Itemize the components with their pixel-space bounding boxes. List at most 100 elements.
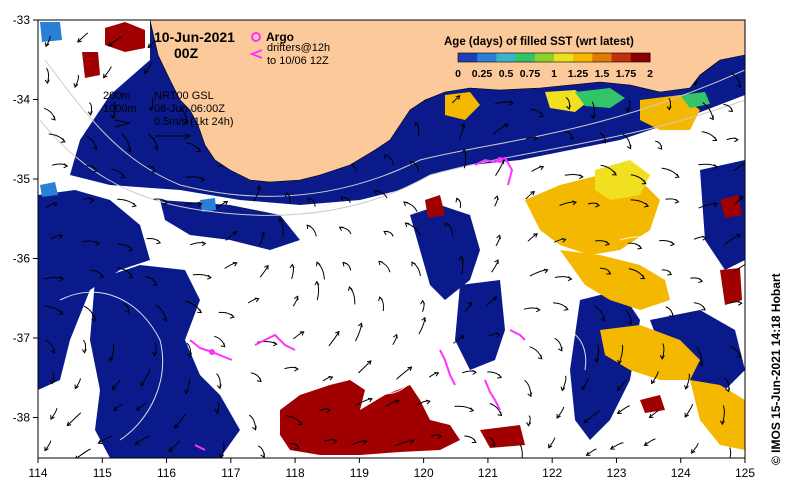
- model-time-label: 08-Jun 06:00Z: [154, 103, 225, 115]
- current-arrowhead: [338, 226, 344, 231]
- current-arrowhead: [497, 411, 503, 417]
- current-arrowhead: [75, 455, 78, 458]
- sst-age-green-regions: [575, 88, 710, 108]
- current-arrowhead: [93, 167, 98, 173]
- current-arrowhead: [147, 43, 153, 49]
- current-arrowhead: [719, 420, 725, 426]
- map-plot-area: [38, 20, 750, 464]
- current-arrowhead: [727, 460, 731, 464]
- current-arrowhead: [73, 82, 79, 88]
- current-arrowhead: [74, 384, 79, 390]
- current-arrowhead: [702, 235, 707, 241]
- current-arrowhead: [340, 196, 346, 202]
- current-arrowhead: [168, 447, 174, 453]
- current-arrow: [610, 442, 624, 450]
- drifter-legend-label-1: drifters@12h: [267, 42, 330, 54]
- current-arrowhead: [99, 273, 105, 278]
- current-arrowhead: [492, 296, 498, 301]
- x-tick-label: 117: [221, 466, 240, 480]
- current-arrowhead: [530, 190, 535, 196]
- current-arrow: [174, 414, 186, 429]
- current-arrow: [50, 408, 58, 420]
- current-arrowhead: [124, 308, 130, 314]
- current-arrowhead: [256, 377, 262, 383]
- sst-age-lightblue-regions: [40, 22, 216, 212]
- current-arrowhead: [667, 270, 673, 276]
- current-arrowhead: [503, 123, 509, 128]
- current-arrow: [661, 343, 665, 360]
- current-arrowhead: [383, 230, 389, 236]
- current-arrowhead: [746, 262, 750, 266]
- current-arrowhead: [144, 69, 149, 75]
- current-arrowhead: [601, 138, 606, 144]
- current-arrowhead: [260, 231, 265, 237]
- model-label: NRT00 GSL: [154, 90, 214, 102]
- current-arrowhead: [50, 415, 55, 420]
- current-arrowhead: [207, 274, 212, 280]
- current-arrowhead: [670, 241, 675, 247]
- current-arrowhead: [362, 439, 368, 445]
- current-arrowhead: [342, 261, 348, 267]
- current-arrow: [581, 378, 589, 390]
- current-arrowhead: [581, 385, 586, 391]
- x-tick-label: 122: [542, 466, 562, 480]
- current-arrow: [733, 162, 745, 172]
- current-arrowhead: [535, 307, 541, 313]
- current-arrowhead: [403, 201, 409, 206]
- current-arrowhead: [128, 246, 134, 252]
- colorbar-title: Age (days) of filled SST (wrt latest): [444, 36, 634, 48]
- current-arrowhead: [378, 296, 383, 302]
- current-arrowhead: [455, 197, 461, 203]
- current-arrowhead: [674, 173, 680, 178]
- current-arrowhead: [434, 372, 440, 377]
- colorbar-tick-label: 0.25: [472, 68, 493, 80]
- current-arrow: [110, 343, 115, 361]
- contour-arrow-icon: [114, 119, 131, 128]
- current-arrowhead: [174, 423, 179, 429]
- current-arrowhead: [736, 353, 742, 358]
- current-arrowhead: [527, 392, 532, 398]
- current-arrowhead: [126, 147, 131, 153]
- current-arrowhead: [91, 316, 96, 322]
- current-arrowhead: [490, 442, 496, 447]
- colorbar-ticks: 0 0.25 0.5 0.75 1 1.25 1.5 1.75 2: [455, 68, 653, 80]
- y-tick-label: -38: [13, 411, 31, 425]
- current-arrow: [168, 440, 181, 452]
- current-arrowhead: [410, 160, 415, 166]
- current-arrowhead: [612, 171, 617, 176]
- current-arrowhead: [509, 100, 514, 106]
- current-arrowhead: [87, 111, 93, 116]
- current-arrowhead: [738, 195, 744, 201]
- map-time: 00Z: [174, 45, 199, 61]
- current-arrowhead: [641, 179, 647, 185]
- current-arrowhead: [277, 217, 283, 223]
- current-arrowhead: [58, 234, 64, 239]
- current-arrowhead: [437, 433, 443, 439]
- current-arrow: [617, 379, 628, 391]
- current-arrowhead: [455, 95, 461, 100]
- x-axis: 114 115 116 117 118 119 120 121 122 123 124 125: [28, 458, 755, 480]
- current-arrowhead: [698, 361, 704, 367]
- current-arrowhead: [51, 115, 56, 121]
- current-arrowhead: [698, 278, 704, 283]
- current-arrowhead: [335, 330, 340, 336]
- current-arrowhead: [583, 418, 589, 424]
- current-arrowhead: [539, 165, 545, 171]
- y-tick-label: -36: [13, 252, 31, 266]
- current-arrowhead: [543, 268, 549, 274]
- current-arrow: [113, 403, 123, 411]
- current-arrow: [561, 375, 567, 391]
- current-arrow: [74, 74, 79, 88]
- current-arrow: [595, 344, 600, 363]
- current-arrowhead: [306, 224, 312, 230]
- current-arrowhead: [471, 438, 477, 443]
- current-arrowhead: [59, 276, 65, 282]
- current-arrowhead: [357, 322, 363, 328]
- current-arrow: [586, 448, 597, 456]
- vector-scale-arrow-icon: [155, 132, 191, 140]
- current-arrowhead: [563, 306, 569, 311]
- current-arrowhead: [197, 308, 202, 314]
- x-tick-label: 119: [350, 466, 369, 480]
- current-arrowhead: [445, 222, 450, 228]
